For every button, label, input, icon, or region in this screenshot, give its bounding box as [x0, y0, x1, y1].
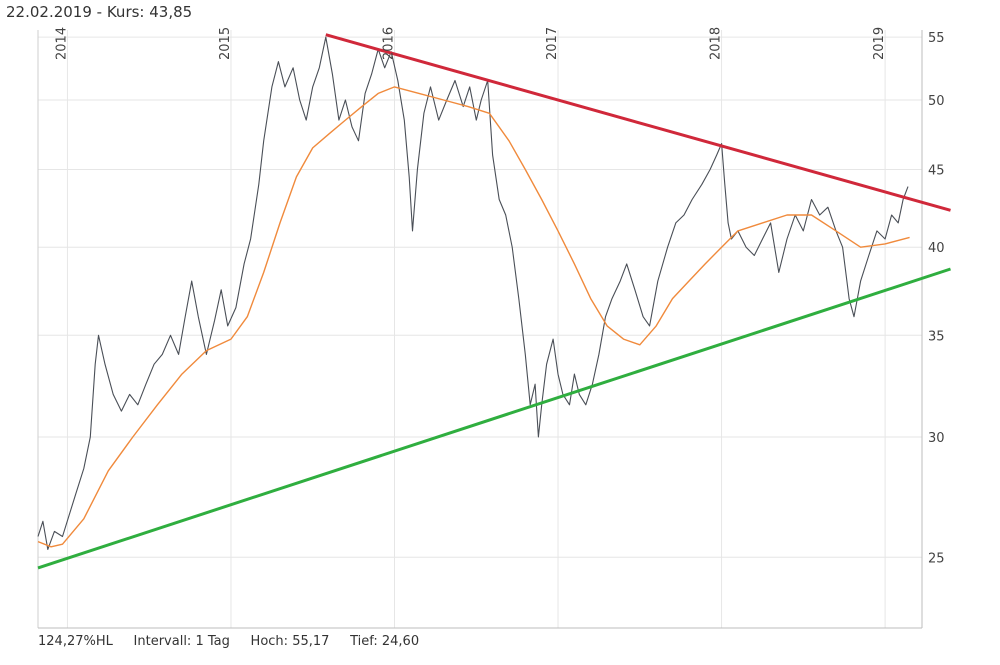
x-tick-label: 2019: [872, 27, 887, 60]
grid-lines: [38, 30, 922, 628]
x-tick-label: 2017: [545, 27, 560, 60]
y-tick-label: 25: [928, 551, 945, 566]
y-tick-label: 30: [928, 431, 945, 446]
header-kurs-label: Kurs:: [106, 3, 145, 21]
header-separator: -: [91, 3, 107, 21]
footer-intervall-value: 1 Tag: [195, 634, 230, 649]
footer-intervall-label: Intervall:: [133, 634, 192, 649]
y-tick-label: 35: [928, 329, 945, 344]
y-tick-label: 45: [928, 164, 945, 179]
header-date: 22.02.2019: [6, 3, 92, 21]
footer-hl: 124,27%HL: [38, 634, 113, 649]
x-tick-label: 2015: [218, 27, 233, 60]
x-tick-label: 2014: [54, 27, 69, 60]
price-line: [37, 36, 909, 550]
resistance-trendline: [325, 33, 951, 212]
y-tick-label: 55: [928, 31, 945, 46]
x-tick-label: 2016: [382, 27, 397, 60]
header-kurs-value: 43,85: [149, 3, 193, 21]
footer-hoch-value: 55,17: [292, 634, 330, 649]
axes: [37, 30, 923, 629]
moving-average-line: [37, 86, 910, 548]
footer-tief-label: Tief:: [350, 634, 378, 649]
support-trendline: [37, 267, 951, 570]
tick-labels: 25 30 35 40 45 50 55 2014 2015 2016 2017 2018 2019: [54, 27, 944, 566]
footer-hoch-label: Hoch:: [250, 634, 289, 649]
footer-tief-value: 24,60: [381, 634, 420, 649]
x-tick-label: 2018: [709, 27, 724, 60]
chart-footer: 124,27%HL Intervall: 1 Tag Hoch: 55,17 T…: [38, 634, 419, 649]
chart-series: [37, 33, 951, 570]
y-tick-label: 40: [928, 241, 945, 256]
chart-header: 22.02.2019 - Kurs: 43,85: [6, 3, 192, 21]
y-tick-label: 50: [928, 94, 945, 109]
